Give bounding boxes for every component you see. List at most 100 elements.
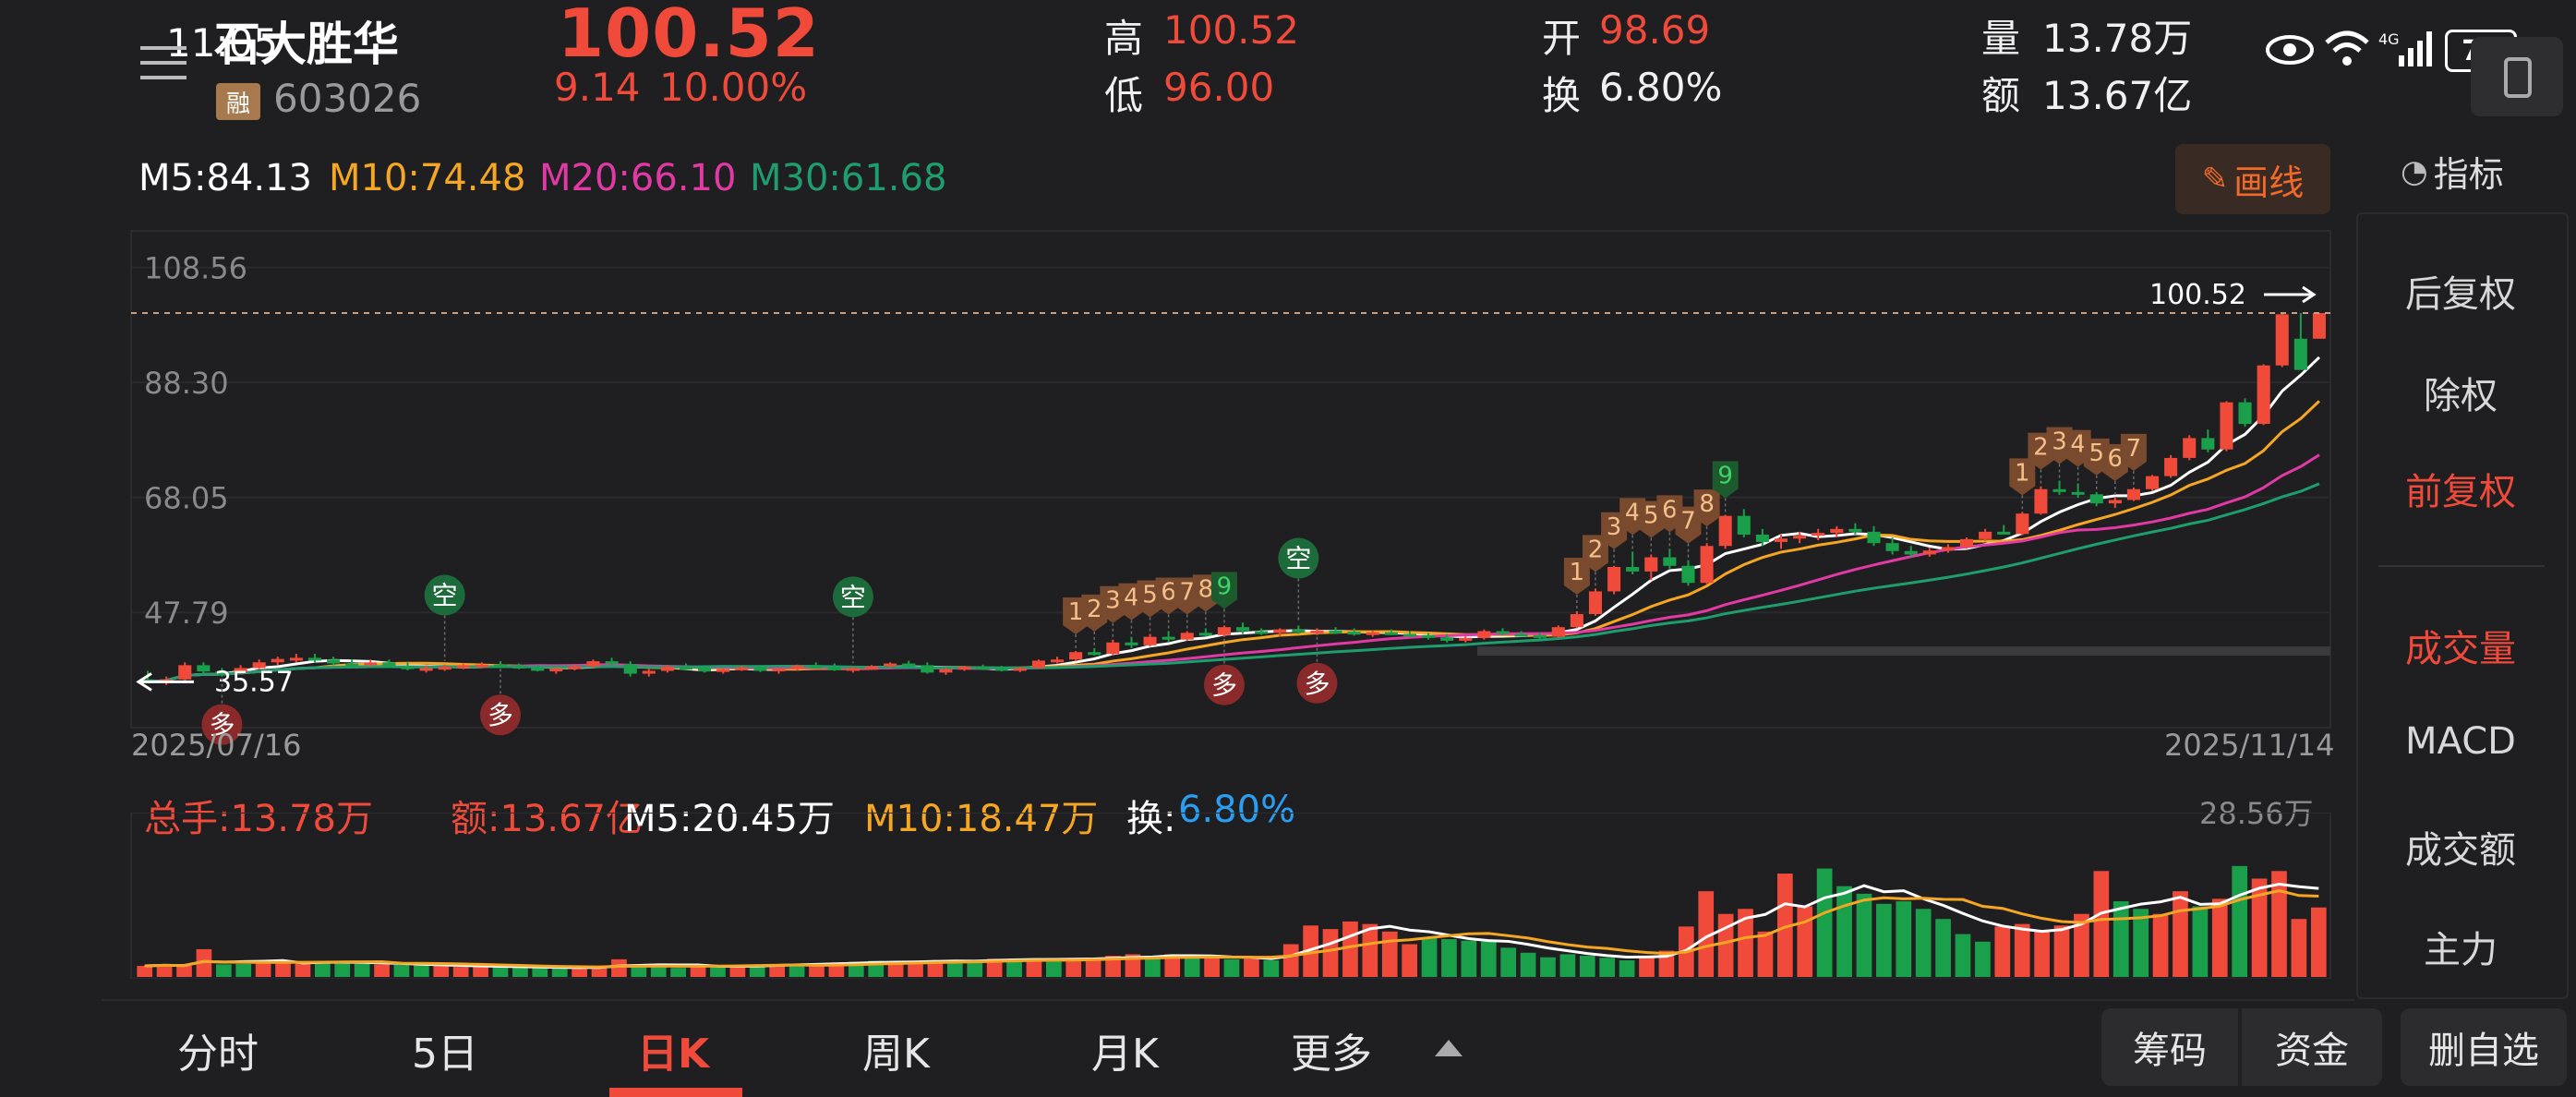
volume-bar	[788, 963, 805, 977]
candle-body	[1031, 660, 1045, 669]
candle-body	[1477, 631, 1491, 638]
side-menu-item-1[interactable]: 除权	[2424, 375, 2498, 417]
ma30-line	[147, 482, 2320, 683]
candle-body	[1347, 632, 1361, 635]
x-start-label: 2025/07/16	[131, 728, 302, 763]
volume-bar	[1579, 956, 1595, 977]
tab-0[interactable]: 分时	[177, 1031, 259, 1078]
candle-body	[698, 668, 712, 672]
candle-body	[846, 668, 860, 671]
volume-chart[interactable]	[0, 813, 2345, 979]
candle-body	[1143, 636, 1157, 645]
volume-bar	[414, 965, 429, 977]
candle-body	[2201, 438, 2215, 450]
candle-body	[1885, 543, 1899, 551]
candle-body	[679, 667, 693, 670]
volume-bar	[2014, 923, 2030, 977]
indicator-button[interactable]: ◔ 指标	[2401, 146, 2504, 197]
seq-marker-label: 4	[1124, 585, 1139, 612]
seq-marker-label: 1	[1068, 598, 1084, 626]
candle-body	[512, 665, 526, 669]
seq-marker-label: 1	[1570, 559, 1585, 586]
seq-marker-label: 8	[1699, 490, 1715, 518]
volume-bar	[1994, 926, 2011, 977]
side-panel	[2356, 212, 2569, 999]
volume-bar	[1856, 893, 1872, 977]
kong-marker-icon	[1278, 537, 1319, 579]
volume-bar	[2152, 913, 2169, 977]
volume-bar	[275, 962, 291, 977]
side-menu-item-5[interactable]: 成交额	[2405, 829, 2516, 872]
chips-button[interactable]: 筹码	[2101, 1008, 2238, 1086]
draw-line-button[interactable]: ✎ 画线	[2175, 144, 2330, 214]
candle-body	[1904, 550, 1918, 555]
funds-button[interactable]: 资金	[2242, 1008, 2382, 1086]
candle-body	[790, 665, 804, 669]
candle-body	[1422, 634, 1436, 638]
volume-bar	[1164, 954, 1181, 977]
candle-body	[531, 668, 545, 671]
price-change: 9.14	[554, 65, 641, 110]
candle-body	[1922, 550, 1936, 555]
low-value: 96.00	[1163, 65, 1275, 110]
side-menu-item-3[interactable]: 成交量	[2405, 628, 2516, 670]
volume-bar	[1065, 959, 1082, 977]
candle-body	[1607, 566, 1621, 592]
candle-body	[345, 663, 359, 667]
margin-badge: 融	[216, 83, 260, 120]
side-menu-item-2[interactable]: 前复权	[2405, 471, 2516, 513]
volume-bar	[967, 961, 983, 977]
candle-body	[2108, 500, 2122, 504]
volume-ma5-line	[144, 882, 2319, 970]
tab-2[interactable]: 日K	[637, 1031, 710, 1078]
tab-1[interactable]: 5日	[412, 1031, 478, 1078]
volume-bar	[1046, 958, 1062, 977]
volume-bar	[176, 965, 192, 977]
volume-total: 总手:13.78万	[144, 798, 373, 840]
candle-body	[1718, 515, 1732, 547]
menu-icon[interactable]	[140, 42, 192, 83]
tab-4[interactable]: 月K	[1091, 1031, 1159, 1078]
volume-bar	[729, 965, 746, 977]
eye-icon	[2266, 33, 2314, 70]
candle-body	[1793, 536, 1807, 539]
candle-body	[1402, 633, 1417, 637]
volume-bar	[255, 962, 271, 977]
remove-watchlist-button[interactable]: 删自选	[2401, 1008, 2567, 1086]
more-arrow-icon[interactable]	[1433, 1038, 1464, 1062]
side-menu-item-0[interactable]: 后复权	[2405, 273, 2516, 316]
seq-marker-label: 6	[2108, 445, 2124, 473]
candle-body	[1570, 614, 1583, 628]
volume-bar	[986, 958, 1003, 977]
volume-bar	[572, 967, 587, 977]
candle-body	[605, 661, 619, 665]
seq-marker-label: 2	[1588, 536, 1604, 563]
volume-bar	[2113, 901, 2129, 977]
seq-marker-label: 9	[1717, 462, 1733, 489]
volume-bar	[670, 968, 686, 977]
candle-body	[1681, 565, 1695, 584]
seq-marker-icon	[1712, 461, 1739, 499]
volume-bar	[1480, 941, 1497, 977]
volume-bar	[1540, 957, 1556, 977]
high-label: 高	[1104, 16, 1144, 61]
candle-body	[2312, 313, 2326, 339]
volume-bar	[2291, 919, 2307, 977]
volume-bar	[1876, 903, 1892, 977]
candle-body	[1514, 633, 1528, 637]
landscape-toggle-button[interactable]	[2471, 37, 2563, 116]
candle-body	[1626, 566, 1640, 572]
tab-5[interactable]: 更多	[1291, 1031, 1372, 1078]
tab-3[interactable]: 周K	[862, 1031, 930, 1078]
volume-bar	[1006, 958, 1022, 977]
volume-bar	[235, 963, 252, 977]
volume-turnover-label: 换:	[1126, 798, 1176, 840]
volume-turnover: 6.80%	[1178, 789, 1296, 831]
candle-body	[1088, 652, 1101, 656]
side-menu-item-4[interactable]: MACD	[2405, 720, 2516, 763]
seq-marker-label: 5	[1643, 501, 1659, 529]
candle-body	[1459, 637, 1473, 641]
seq-marker-label: 1	[2015, 459, 2030, 487]
side-menu-item-6[interactable]: 主力	[2424, 929, 2498, 971]
